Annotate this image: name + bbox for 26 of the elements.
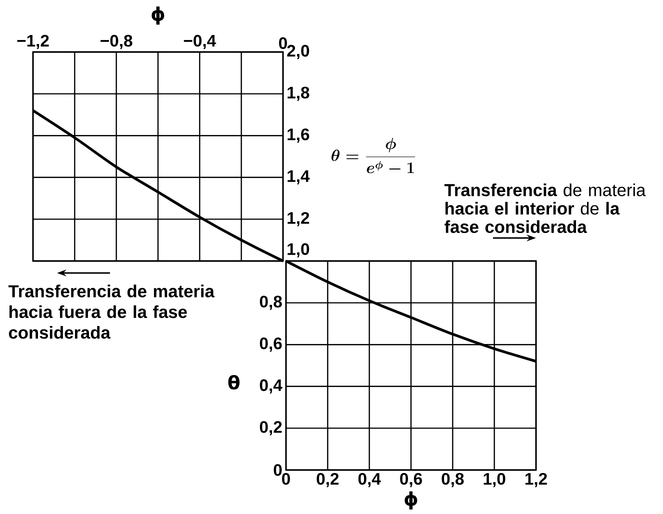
y-tick-label: 1,6 xyxy=(288,128,310,143)
text: $\theta = \frac{\phi}{e^{\phi}-1}$ xyxy=(332,138,416,174)
y-tick-label: 0 xyxy=(274,464,282,476)
x-tick-label: −0,4 xyxy=(184,34,216,50)
x-axis-title: ϕ xyxy=(404,491,418,510)
y-tick-label: 1,2 xyxy=(288,212,310,226)
y-tick-label: 0,4 xyxy=(260,379,282,394)
x-tick-label: 1,2 xyxy=(525,472,547,488)
text: Transferencia de materia hacia el interior de la fase considerada xyxy=(444,184,646,234)
x-tick-label: −1,2 xyxy=(17,34,49,50)
y-axis-title: θ xyxy=(228,374,240,390)
x-tick-label: 0,6 xyxy=(400,472,422,488)
y-tick-label: 1,8 xyxy=(288,86,310,101)
x-tick-label: 0,4 xyxy=(358,472,381,488)
x-tick-label: −0,8 xyxy=(100,34,132,50)
y-tick-label: 1,4 xyxy=(288,170,310,184)
y-tick-label: 2,0 xyxy=(287,44,310,60)
y-tick-label: 0,6 xyxy=(260,338,282,352)
y-tick-label: 0,2 xyxy=(260,421,282,436)
x-tick-label: 0,8 xyxy=(442,472,464,488)
y-tick-label: 0,8 xyxy=(260,296,282,310)
x-tick-label: 1,0 xyxy=(484,472,506,488)
y-tick-label: 1,0 xyxy=(288,243,310,258)
x-tick-label: 0,2 xyxy=(316,472,339,488)
text: Transferencia de materia hacia fuera de la fase considerada xyxy=(8,284,215,339)
x-axis-title: ϕ xyxy=(152,6,164,25)
